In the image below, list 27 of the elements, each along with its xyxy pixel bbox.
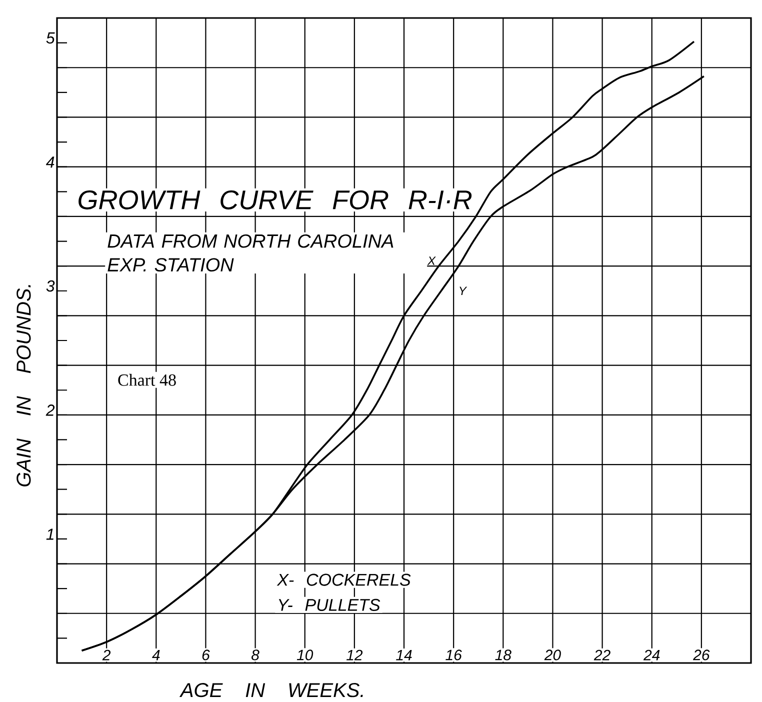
- x-axis-title: AGE IN WEEKS.: [179, 683, 363, 698]
- x-tick-label: 10: [296, 650, 314, 660]
- x-tick-label: 24: [643, 650, 660, 660]
- y-tick-label: 2: [46, 404, 55, 416]
- series-label: Y: [460, 286, 468, 296]
- x-tick-label: 22: [594, 650, 610, 660]
- x-tick-label: 14: [396, 650, 412, 660]
- x-tick-label: 18: [495, 650, 512, 660]
- annotation: Chart 48: [118, 374, 176, 386]
- x-tick-label: 4: [152, 650, 160, 660]
- y-tick-label: 4: [46, 156, 54, 168]
- x-tick-label: 2: [102, 650, 111, 660]
- x-tick-label: 8: [252, 650, 260, 660]
- x-tick-label: 16: [446, 650, 462, 660]
- x-tick-label: 12: [346, 650, 363, 660]
- annotation: X- COCKERELS: [276, 574, 411, 586]
- annotation: Y- PULLETS: [278, 598, 380, 611]
- x-tick-label: 6: [202, 650, 210, 660]
- y-tick-label: 3: [46, 280, 55, 292]
- series-label: X: [427, 256, 436, 265]
- y-tick-label: 1: [46, 528, 54, 540]
- y-axis-title: GAIN IN POUNDS.: [16, 285, 31, 486]
- y-tick-label: 5: [46, 32, 55, 44]
- x-tick-label: 26: [692, 650, 710, 660]
- text: DATA FROM NORTH CAROLINA EXP. STATION: [108, 234, 394, 272]
- x-tick-label: 20: [544, 650, 561, 660]
- text: GROWTH CURVE FOR R-I·R: [78, 190, 472, 210]
